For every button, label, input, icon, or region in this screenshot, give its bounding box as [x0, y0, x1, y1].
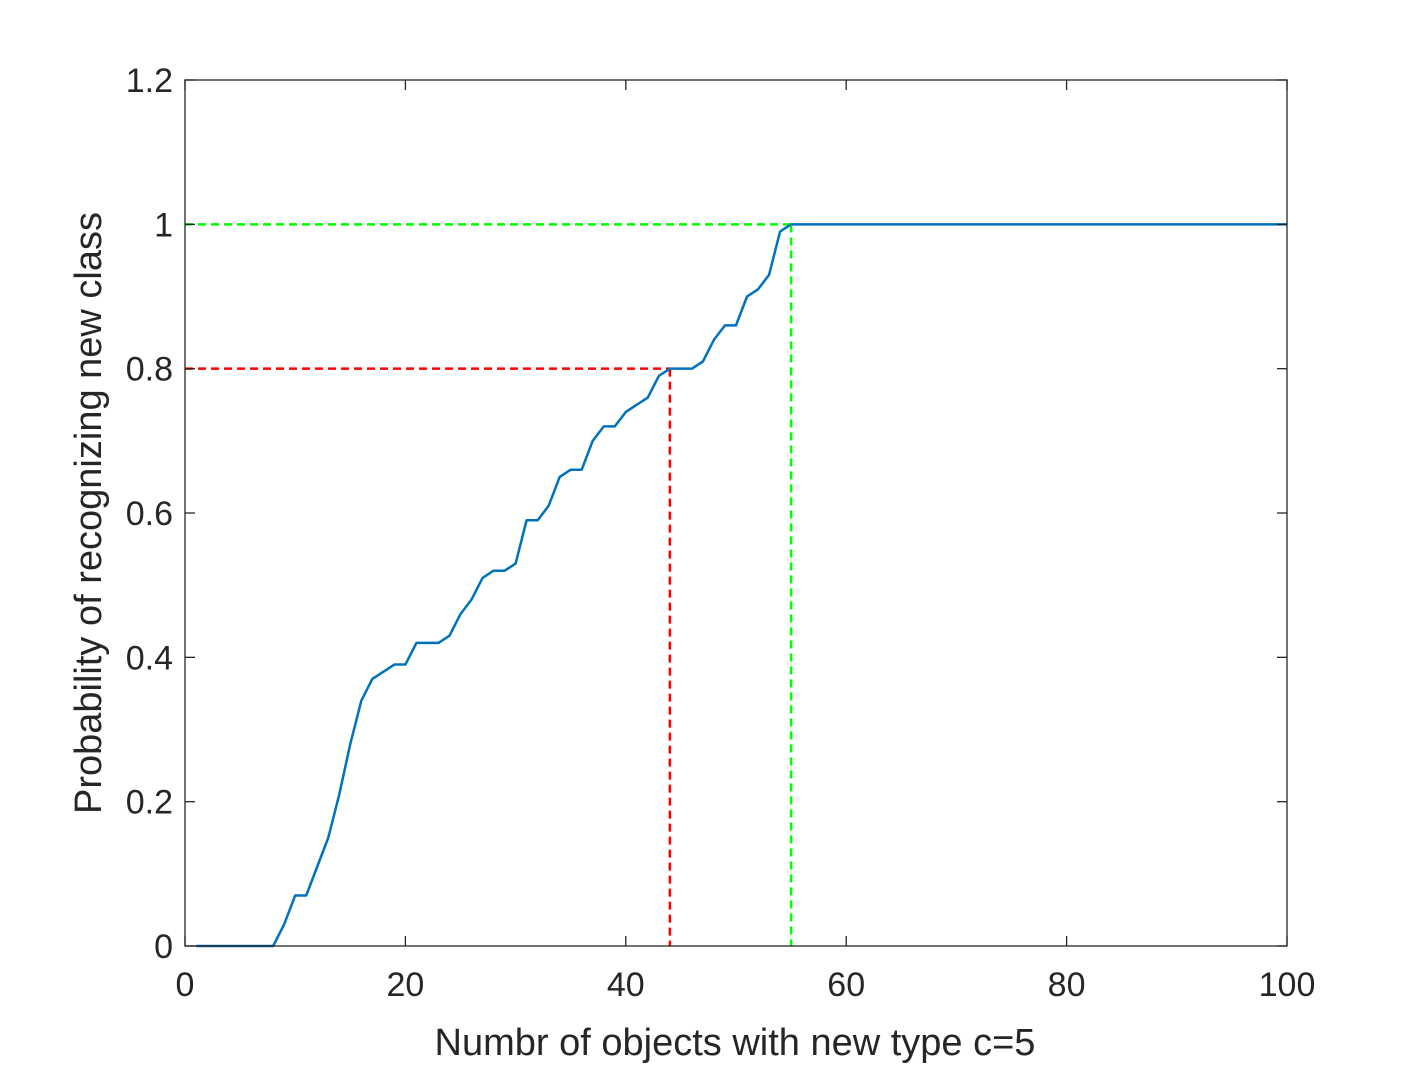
plot-background	[185, 80, 1287, 946]
x-tick-label: 0	[176, 966, 195, 1004]
y-tick-label: 1	[154, 206, 173, 244]
plot-area	[185, 80, 1287, 946]
axes-layer: 0 20 40 60 80 100 0 0.2 0.4 0.6 0.8 1 1.2	[126, 62, 1316, 1004]
y-tick-label: 0	[154, 928, 173, 966]
reference-lines	[185, 223, 793, 946]
x-tick-label: 40	[607, 966, 645, 1004]
x-tick-label: 60	[827, 966, 865, 1004]
y-tick-label: 0.4	[126, 639, 173, 677]
y-tick-label: 0.2	[126, 784, 173, 822]
x-tick-label: 100	[1259, 966, 1316, 1004]
series-layer	[196, 223, 1287, 948]
x-tick-label: 80	[1048, 966, 1086, 1004]
x-axis-label: Numbr of objects with new type c=5	[435, 1022, 1036, 1064]
series-line	[196, 223, 1287, 948]
y-tick-label: 0.6	[126, 495, 173, 533]
y-tick-label: 1.2	[126, 62, 173, 100]
y-tick-label: 0.8	[126, 351, 173, 389]
y-axis-label: Probability of recognizing new class	[68, 212, 110, 814]
x-tick-label: 20	[386, 966, 424, 1004]
